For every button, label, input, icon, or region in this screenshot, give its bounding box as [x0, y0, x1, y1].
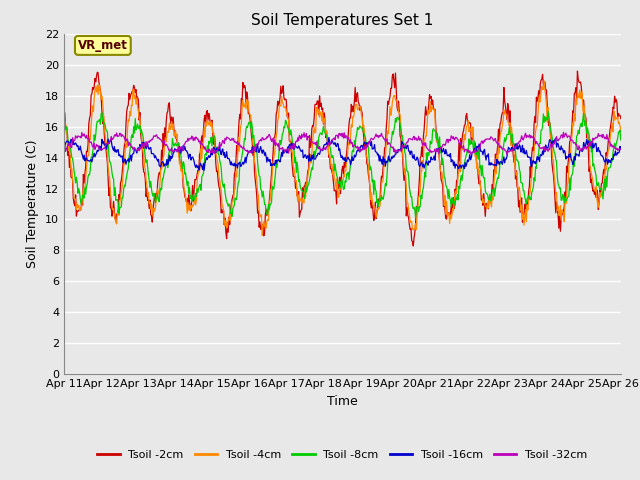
Text: VR_met: VR_met [78, 39, 128, 52]
Title: Soil Temperatures Set 1: Soil Temperatures Set 1 [252, 13, 433, 28]
X-axis label: Time: Time [327, 395, 358, 408]
Y-axis label: Soil Temperature (C): Soil Temperature (C) [26, 140, 39, 268]
Legend: Tsoil -2cm, Tsoil -4cm, Tsoil -8cm, Tsoil -16cm, Tsoil -32cm: Tsoil -2cm, Tsoil -4cm, Tsoil -8cm, Tsoi… [93, 445, 592, 464]
